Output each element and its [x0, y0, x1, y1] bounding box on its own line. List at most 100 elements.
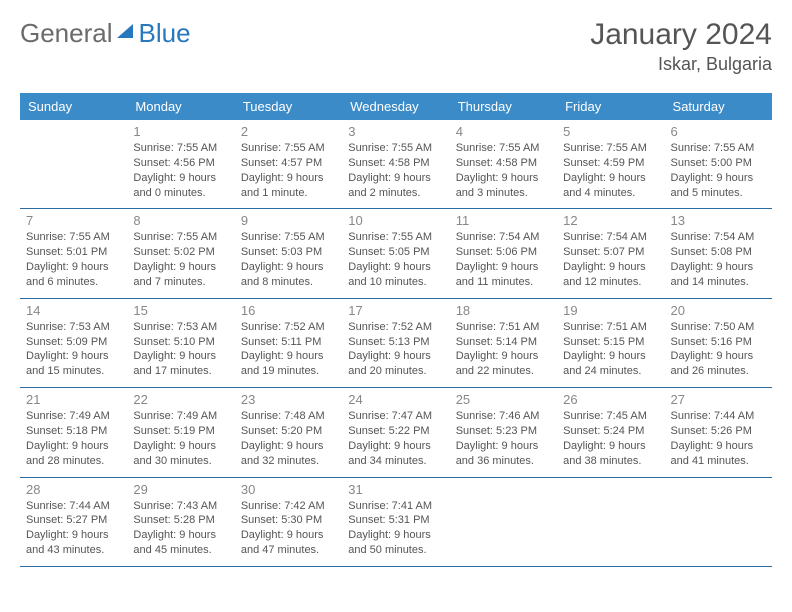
calendar-day-cell: 31 Sunrise: 7:41 AMSunset: 5:31 PMDayligh…: [342, 477, 449, 566]
day-details: Sunrise: 7:55 AMSunset: 4:56 PMDaylight:…: [133, 141, 228, 200]
day-details: Sunrise: 7:54 AMSunset: 5:06 PMDaylight:…: [456, 230, 551, 289]
calendar-day-cell: 1Sunrise: 7:55 AMSunset: 4:56 PMDaylight…: [127, 120, 234, 209]
calendar-day-cell: 16Sunrise: 7:52 AMSunset: 5:11 PMDayligh…: [235, 298, 342, 387]
day-details: Sunrise: 7:47 AMSunset: 5:22 PMDaylight:…: [348, 409, 443, 468]
calendar-day-cell: 26Sunrise: 7:45 AMSunset: 5:24 PMDayligh…: [557, 388, 664, 477]
calendar-day-cell: 8 Sunrise: 7:55 AMSunset: 5:02 PMDaylight…: [127, 209, 234, 298]
calendar-day-cell: 21 Sunrise: 7:49 AMSunset: 5:18 PMDayligh…: [20, 388, 127, 477]
day-number: 15: [133, 303, 228, 318]
calendar-day-cell: 10Sunrise: 7:55 AMSunset: 5:05 PMDayligh…: [342, 209, 449, 298]
day-details: Sunrise: 7:49 AMSunset: 5:19 PMDaylight:…: [133, 409, 228, 468]
calendar-day-cell: 15 Sunrise: 7:53 AMSunset: 5:10 PMDayligh…: [127, 298, 234, 387]
day-number: 7: [26, 213, 121, 228]
weekday-header: Sunday: [20, 93, 127, 120]
day-details: Sunrise: 7:51 AMSunset: 5:15 PMDaylight:…: [563, 320, 658, 379]
day-details: Sunrise: 7:46 AMSunset: 5:23 PMDaylight:…: [456, 409, 551, 468]
day-number: 25: [456, 392, 551, 407]
day-details: Sunrise: 7:53 AMSunset: 5:09 PMDaylight:…: [26, 320, 121, 379]
day-details: Sunrise: 7:48 AMSunset: 5:20 PMDaylight:…: [241, 409, 336, 468]
day-details: Sunrise: 7:43 AMSunset: 5:28 PMDaylight:…: [133, 499, 228, 558]
day-details: Sunrise: 7:55 AMSunset: 4:57 PMDaylight:…: [241, 141, 336, 200]
calendar-day-cell: 11 Sunrise: 7:54 AMSunset: 5:06 PMDayligh…: [450, 209, 557, 298]
calendar-day-cell: 24 Sunrise: 7:47 AMSunset: 5:22 PMDayligh…: [342, 388, 449, 477]
day-details: Sunrise: 7:42 AMSunset: 5:30 PMDaylight:…: [241, 499, 336, 558]
calendar-day-cell: 22 Sunrise: 7:49 AMSunset: 5:19 PMDayligh…: [127, 388, 234, 477]
day-details: Sunrise: 7:50 AMSunset: 5:16 PMDaylight:…: [671, 320, 766, 379]
day-number: 5: [563, 124, 658, 139]
day-number: 17: [348, 303, 443, 318]
calendar-body: 1Sunrise: 7:55 AMSunset: 4:56 PMDaylight…: [20, 120, 772, 566]
day-number: 11: [456, 213, 551, 228]
day-details: Sunrise: 7:51 AMSunset: 5:14 PMDaylight:…: [456, 320, 551, 379]
location: Iskar, Bulgaria: [590, 54, 772, 75]
day-number: 21: [26, 392, 121, 407]
day-number: 12: [563, 213, 658, 228]
day-number: 13: [671, 213, 766, 228]
weekday-row: SundayMondayTuesdayWednesdayThursdayFrid…: [20, 93, 772, 120]
day-number: 22: [133, 392, 228, 407]
day-number: 23: [241, 392, 336, 407]
day-number: 24: [348, 392, 443, 407]
day-details: Sunrise: 7:55 AMSunset: 4:58 PMDaylight:…: [456, 141, 551, 200]
day-number: 31: [348, 482, 443, 497]
day-number: 16: [241, 303, 336, 318]
triangle-icon: [115, 20, 137, 47]
weekday-header: Friday: [557, 93, 664, 120]
calendar-day-cell: 29 Sunrise: 7:43 AMSunset: 5:28 PMDayligh…: [127, 477, 234, 566]
day-details: Sunrise: 7:55 AMSunset: 5:03 PMDaylight:…: [241, 230, 336, 289]
weekday-header: Tuesday: [235, 93, 342, 120]
day-details: Sunrise: 7:55 AMSunset: 5:01 PMDaylight:…: [26, 230, 121, 289]
logo: General Blue: [20, 18, 191, 49]
calendar-day-cell: 23 Sunrise: 7:48 AMSunset: 5:20 PMDayligh…: [235, 388, 342, 477]
day-details: Sunrise: 7:55 AMSunset: 4:59 PMDaylight:…: [563, 141, 658, 200]
calendar-day-cell: 4 Sunrise: 7:55 AMSunset: 4:58 PMDaylight…: [450, 120, 557, 209]
day-number: 9: [241, 213, 336, 228]
day-number: 29: [133, 482, 228, 497]
day-number: 8: [133, 213, 228, 228]
calendar-day-cell: 9 Sunrise: 7:55 AMSunset: 5:03 PMDaylight…: [235, 209, 342, 298]
calendar-day-cell: 20Sunrise: 7:50 AMSunset: 5:16 PMDayligh…: [665, 298, 772, 387]
calendar-day-cell: 19 Sunrise: 7:51 AMSunset: 5:15 PMDayligh…: [557, 298, 664, 387]
day-details: Sunrise: 7:45 AMSunset: 5:24 PMDaylight:…: [563, 409, 658, 468]
day-details: Sunrise: 7:49 AMSunset: 5:18 PMDaylight:…: [26, 409, 121, 468]
calendar-week-row: 7 Sunrise: 7:55 AMSunset: 5:01 PMDaylight…: [20, 209, 772, 298]
weekday-header: Wednesday: [342, 93, 449, 120]
day-number: 4: [456, 124, 551, 139]
title-block: January 2024 Iskar, Bulgaria: [590, 18, 772, 75]
logo-text-general: General: [20, 18, 113, 49]
weekday-header: Saturday: [665, 93, 772, 120]
day-number: 3: [348, 124, 443, 139]
calendar-day-cell: 14Sunrise: 7:53 AMSunset: 5:09 PMDayligh…: [20, 298, 127, 387]
calendar-day-cell: 17Sunrise: 7:52 AMSunset: 5:13 PMDayligh…: [342, 298, 449, 387]
calendar-day-cell: 30Sunrise: 7:42 AMSunset: 5:30 PMDayligh…: [235, 477, 342, 566]
calendar-week-row: 1Sunrise: 7:55 AMSunset: 4:56 PMDaylight…: [20, 120, 772, 209]
day-details: Sunrise: 7:54 AMSunset: 5:08 PMDaylight:…: [671, 230, 766, 289]
day-number: 18: [456, 303, 551, 318]
day-details: Sunrise: 7:53 AMSunset: 5:10 PMDaylight:…: [133, 320, 228, 379]
calendar-day-cell: 27Sunrise: 7:44 AMSunset: 5:26 PMDayligh…: [665, 388, 772, 477]
calendar-day-cell: [665, 477, 772, 566]
day-number: 28: [26, 482, 121, 497]
calendar-head: SundayMondayTuesdayWednesdayThursdayFrid…: [20, 93, 772, 120]
logo-text-blue: Blue: [139, 18, 191, 49]
calendar-week-row: 21 Sunrise: 7:49 AMSunset: 5:18 PMDayligh…: [20, 388, 772, 477]
calendar-day-cell: 2Sunrise: 7:55 AMSunset: 4:57 PMDaylight…: [235, 120, 342, 209]
calendar-day-cell: 3Sunrise: 7:55 AMSunset: 4:58 PMDaylight…: [342, 120, 449, 209]
day-number: 19: [563, 303, 658, 318]
day-details: Sunrise: 7:55 AMSunset: 5:05 PMDaylight:…: [348, 230, 443, 289]
calendar-day-cell: [450, 477, 557, 566]
day-details: Sunrise: 7:55 AMSunset: 5:02 PMDaylight:…: [133, 230, 228, 289]
calendar-day-cell: 5 Sunrise: 7:55 AMSunset: 4:59 PMDaylight…: [557, 120, 664, 209]
calendar-day-cell: [557, 477, 664, 566]
day-details: Sunrise: 7:55 AMSunset: 5:00 PMDaylight:…: [671, 141, 766, 200]
day-number: 27: [671, 392, 766, 407]
calendar-day-cell: 6Sunrise: 7:55 AMSunset: 5:00 PMDaylight…: [665, 120, 772, 209]
calendar-day-cell: 18 Sunrise: 7:51 AMSunset: 5:14 PMDayligh…: [450, 298, 557, 387]
weekday-header: Thursday: [450, 93, 557, 120]
calendar-day-cell: 25 Sunrise: 7:46 AMSunset: 5:23 PMDayligh…: [450, 388, 557, 477]
day-details: Sunrise: 7:41 AMSunset: 5:31 PMDaylight:…: [348, 499, 443, 558]
calendar-week-row: 28Sunrise: 7:44 AMSunset: 5:27 PMDayligh…: [20, 477, 772, 566]
month-title: January 2024: [590, 18, 772, 52]
calendar-day-cell: [20, 120, 127, 209]
calendar-table: SundayMondayTuesdayWednesdayThursdayFrid…: [20, 93, 772, 567]
